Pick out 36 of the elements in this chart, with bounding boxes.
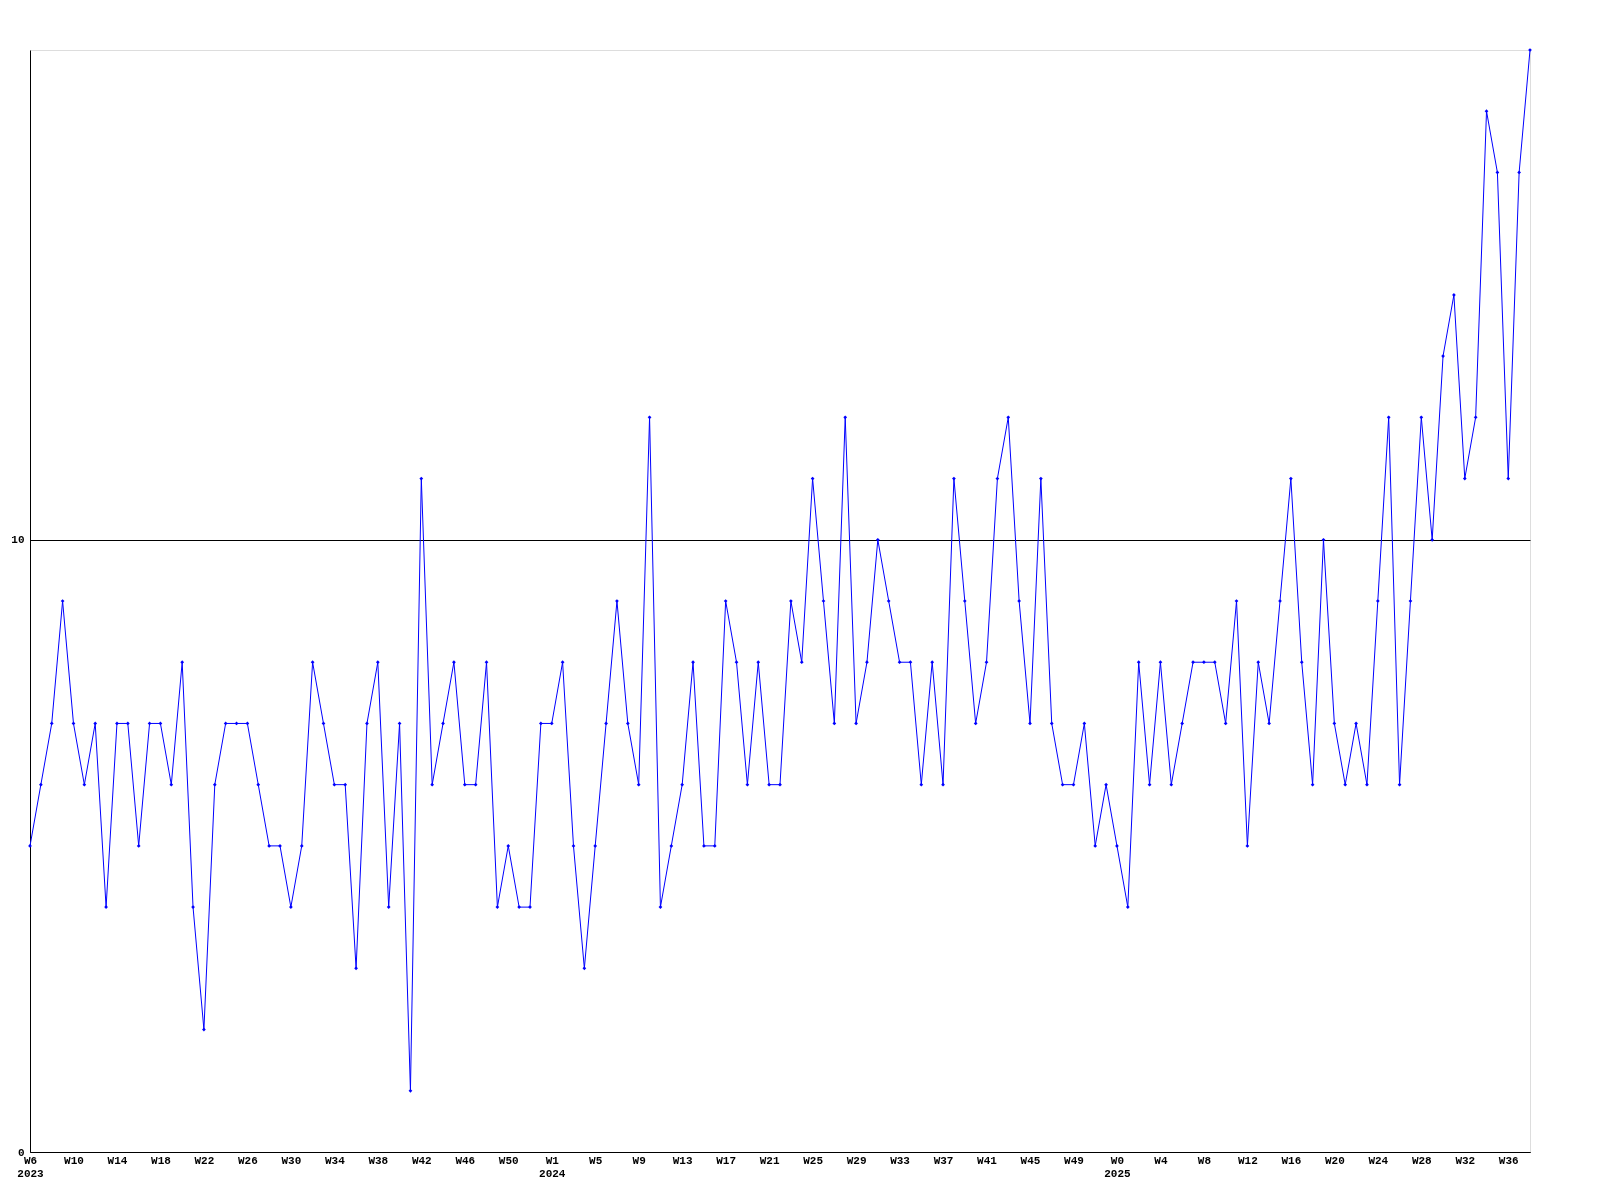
x-tick-label: W9	[632, 1154, 646, 1167]
x-tick-label: W14	[107, 1154, 128, 1167]
x-tick-label: W17	[716, 1154, 737, 1167]
x-tick-label: W1 2024	[539, 1154, 566, 1180]
y-tick-label: 10	[11, 534, 25, 547]
x-tick-label: W10	[64, 1154, 84, 1167]
x-tick-label: W41	[977, 1154, 998, 1167]
x-tick-label: W22	[194, 1154, 215, 1167]
x-tick-label: W20	[1324, 1154, 1345, 1167]
x-tick-label: W16	[1281, 1154, 1302, 1167]
x-tick-label: W30	[281, 1154, 302, 1167]
x-tick-label: W42	[411, 1154, 432, 1167]
x-tick-label: W13	[672, 1154, 693, 1167]
x-tick-label: W34	[324, 1154, 346, 1167]
x-tick-label: W24	[1368, 1154, 1389, 1167]
x-tick-label: W46	[455, 1154, 476, 1167]
x-tick-label: W25	[803, 1154, 824, 1167]
x-tick-label: W33	[890, 1154, 911, 1167]
x-tick-label: W4	[1154, 1154, 1168, 1167]
x-tick-label: W45	[1020, 1154, 1041, 1167]
x-tick-label: W26	[237, 1154, 258, 1167]
x-tick-label: W8	[1197, 1154, 1212, 1167]
x-tick-label: W21	[759, 1154, 780, 1167]
x-tick-label: W28	[1411, 1154, 1433, 1167]
x-tick-label: W18	[151, 1154, 172, 1167]
x-tick-label: W49	[1064, 1154, 1084, 1167]
x-tick-label: W5	[589, 1154, 603, 1167]
y-tick-label: 0	[17, 1146, 25, 1159]
x-tick-label: W38	[368, 1154, 389, 1167]
x-tick-label: W50	[498, 1154, 519, 1167]
x-tick-label: W29	[846, 1154, 867, 1167]
x-tick-label: W12	[1237, 1154, 1258, 1167]
x-tick-label: W0 2025	[1104, 1154, 1132, 1180]
x-tick-label: W37	[933, 1154, 954, 1167]
x-tick-label: W36	[1498, 1154, 1519, 1167]
x-tick-label: W32	[1455, 1154, 1476, 1167]
